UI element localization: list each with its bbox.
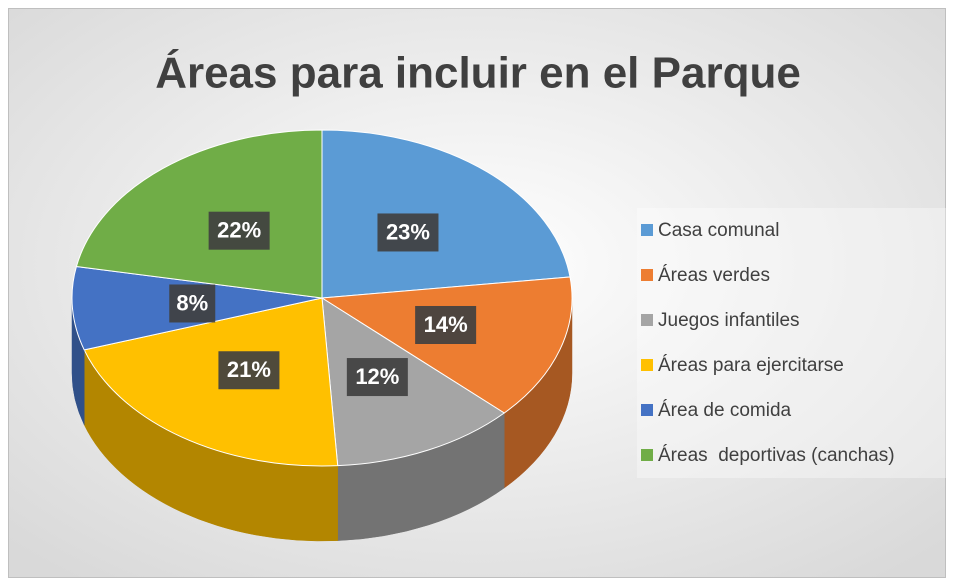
legend-swatch: [641, 314, 653, 326]
legend-text: Áreas verdes: [658, 265, 770, 286]
data-label: 21%: [227, 357, 271, 382]
data-label-box: [377, 213, 439, 252]
data-label: 14%: [424, 312, 468, 337]
data-label: 12%: [355, 364, 399, 389]
data-label-box: [346, 358, 408, 397]
legend-box: [637, 208, 946, 478]
slice-top: [321, 129, 571, 299]
legend-text: Áreas deportivas (canchas): [658, 445, 895, 466]
slice: [321, 129, 571, 299]
data-label: 22%: [217, 218, 261, 243]
data-label-box: [218, 351, 280, 390]
legend-swatch: [641, 224, 653, 236]
slice-top: [321, 297, 506, 467]
data-label-box: [208, 211, 270, 250]
legend-swatch: [641, 269, 653, 281]
slice: [320, 276, 573, 489]
chart-title: Áreas para incluir en el Parque: [155, 48, 801, 98]
legend-text: Áreas para ejercitarse: [658, 355, 844, 376]
data-label: 23%: [386, 219, 430, 244]
data-label: 8%: [176, 290, 208, 315]
slice: [75, 129, 323, 299]
legend-text: Casa comunal: [658, 220, 779, 241]
slice-top: [83, 297, 339, 467]
data-label-box: [169, 284, 216, 323]
legend-text: Juegos infantiles: [658, 310, 800, 331]
legend-swatch: [641, 359, 653, 371]
legend-text: Área de comida: [658, 400, 792, 421]
slice-top: [320, 276, 573, 414]
data-label-box: [415, 305, 477, 344]
slice-top: [75, 129, 323, 299]
legend-swatch: [641, 449, 653, 461]
legend-swatch: [641, 404, 653, 416]
